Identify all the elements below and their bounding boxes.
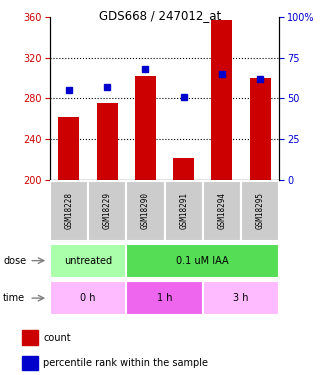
Text: GSM18291: GSM18291 <box>179 192 188 230</box>
Text: 0.1 uM IAA: 0.1 uM IAA <box>177 256 229 266</box>
Bar <box>126 244 279 278</box>
Bar <box>203 281 279 315</box>
Text: GSM18295: GSM18295 <box>256 192 265 230</box>
Bar <box>97 102 118 180</box>
Bar <box>211 20 232 180</box>
Text: GSM18228: GSM18228 <box>65 192 74 230</box>
Text: percentile rank within the sample: percentile rank within the sample <box>44 358 209 368</box>
Bar <box>126 281 203 315</box>
Text: dose: dose <box>3 256 26 266</box>
Bar <box>58 117 79 180</box>
Bar <box>203 181 241 241</box>
Bar <box>50 281 126 315</box>
Text: GSM18290: GSM18290 <box>141 192 150 230</box>
Bar <box>50 244 126 278</box>
Text: count: count <box>44 333 71 342</box>
Bar <box>22 356 38 370</box>
Bar <box>126 181 164 241</box>
Text: GSM18229: GSM18229 <box>103 192 112 230</box>
Bar <box>22 330 38 345</box>
Bar <box>50 181 88 241</box>
Text: GDS668 / 247012_at: GDS668 / 247012_at <box>100 9 221 22</box>
Text: 0 h: 0 h <box>80 293 96 303</box>
Bar <box>135 76 156 180</box>
Text: 3 h: 3 h <box>233 293 249 303</box>
Text: untreated: untreated <box>64 256 112 266</box>
Text: GSM18294: GSM18294 <box>217 192 226 230</box>
Bar <box>88 181 126 241</box>
Text: time: time <box>3 293 25 303</box>
Bar <box>173 158 194 180</box>
Bar <box>250 78 271 180</box>
Bar <box>241 181 279 241</box>
Text: 1 h: 1 h <box>157 293 172 303</box>
Bar <box>164 181 203 241</box>
